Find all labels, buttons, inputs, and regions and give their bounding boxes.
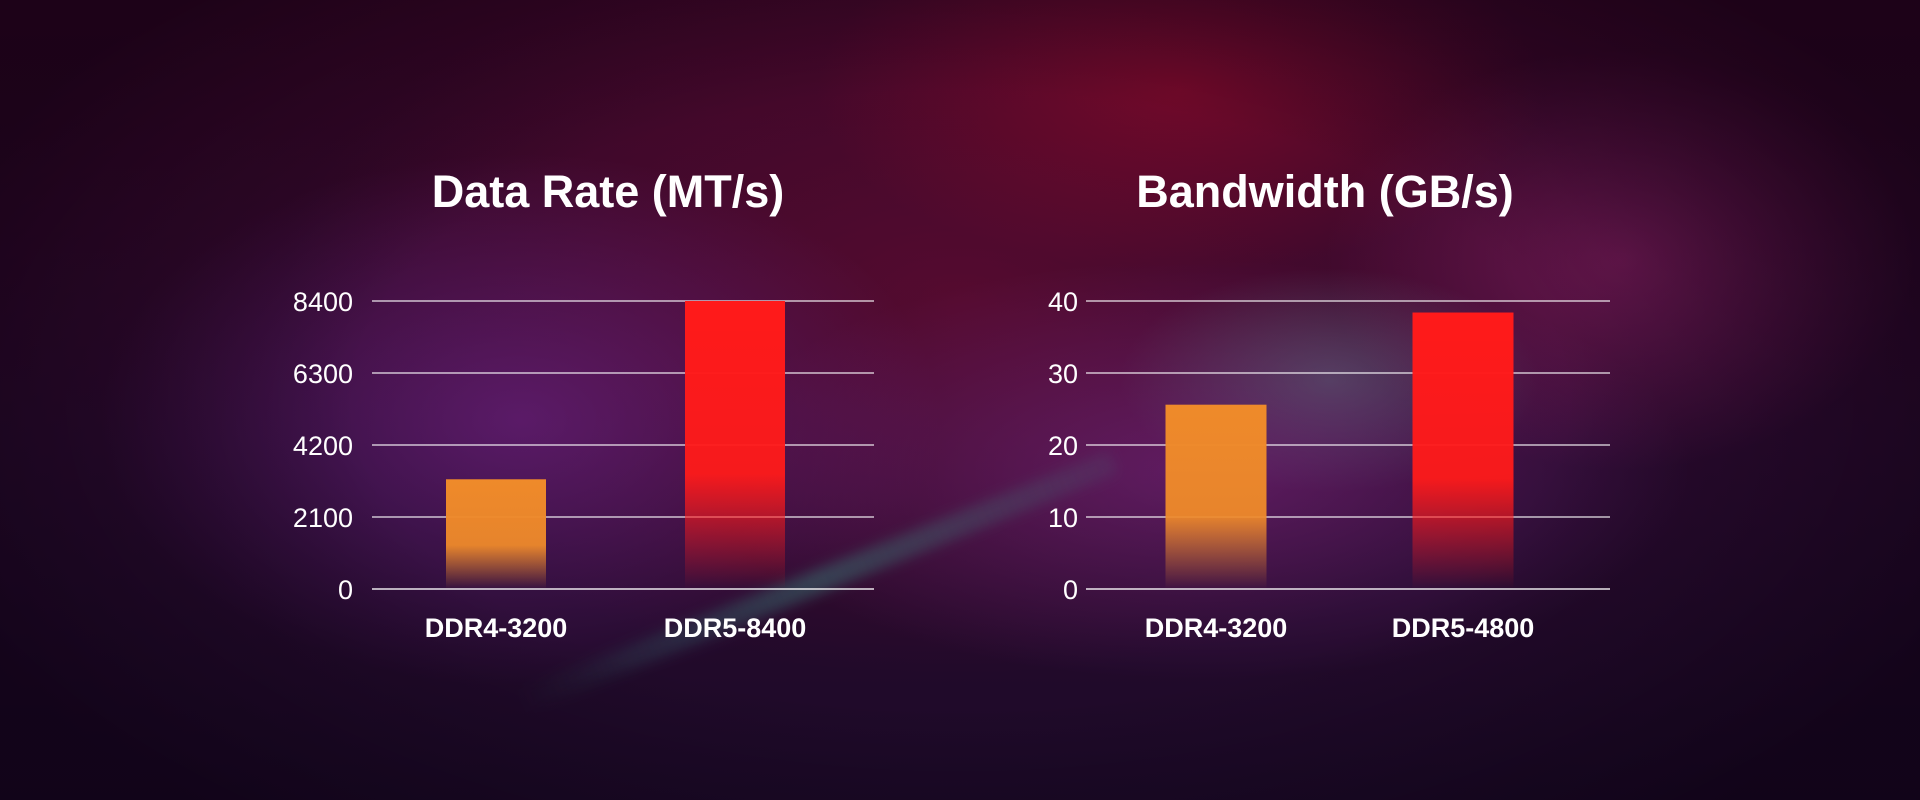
bar-ddr5-4800: [1412, 312, 1514, 589]
y-tick-label: 4200: [293, 431, 353, 461]
y-tick-label: 0: [1063, 575, 1078, 605]
data-rate-bars: [446, 301, 785, 589]
x-category-label: DDR5-4800: [1392, 613, 1535, 643]
data-rate-chart: Data Rate (MT/s) 0 2100 4200 6300 8400 D…: [293, 166, 874, 643]
bandwidth-chart-title: Bandwidth (GB/s): [1136, 166, 1513, 217]
bandwidth-y-axis: 0 10 20 30 40: [1048, 287, 1078, 605]
bandwidth-x-axis: DDR4-3200 DDR5-4800: [1145, 613, 1535, 643]
data-rate-x-axis: DDR4-3200 DDR5-8400: [425, 613, 807, 643]
y-tick-label: 20: [1048, 431, 1078, 461]
x-category-label: DDR5-8400: [664, 613, 807, 643]
y-tick-label: 30: [1048, 359, 1078, 389]
bandwidth-gridlines: [1086, 300, 1610, 590]
data-rate-chart-title: Data Rate (MT/s): [432, 166, 785, 217]
y-tick-label: 8400: [293, 287, 353, 317]
data-rate-y-axis: 0 2100 4200 6300 8400: [293, 287, 353, 605]
y-tick-label: 40: [1048, 287, 1078, 317]
bandwidth-bars: [1165, 312, 1514, 589]
bar-ddr4-3200: [1165, 404, 1267, 589]
bar-ddr4-3200: [446, 479, 546, 589]
y-tick-label: 6300: [293, 359, 353, 389]
bandwidth-chart: Bandwidth (GB/s) 0 10 20 30 40 DDR4-3200…: [1048, 166, 1610, 643]
bar-ddr5-8400: [685, 301, 785, 589]
x-category-label: DDR4-3200: [1145, 613, 1288, 643]
y-tick-label: 10: [1048, 503, 1078, 533]
y-tick-label: 2100: [293, 503, 353, 533]
y-tick-label: 0: [338, 575, 353, 605]
x-category-label: DDR4-3200: [425, 613, 568, 643]
